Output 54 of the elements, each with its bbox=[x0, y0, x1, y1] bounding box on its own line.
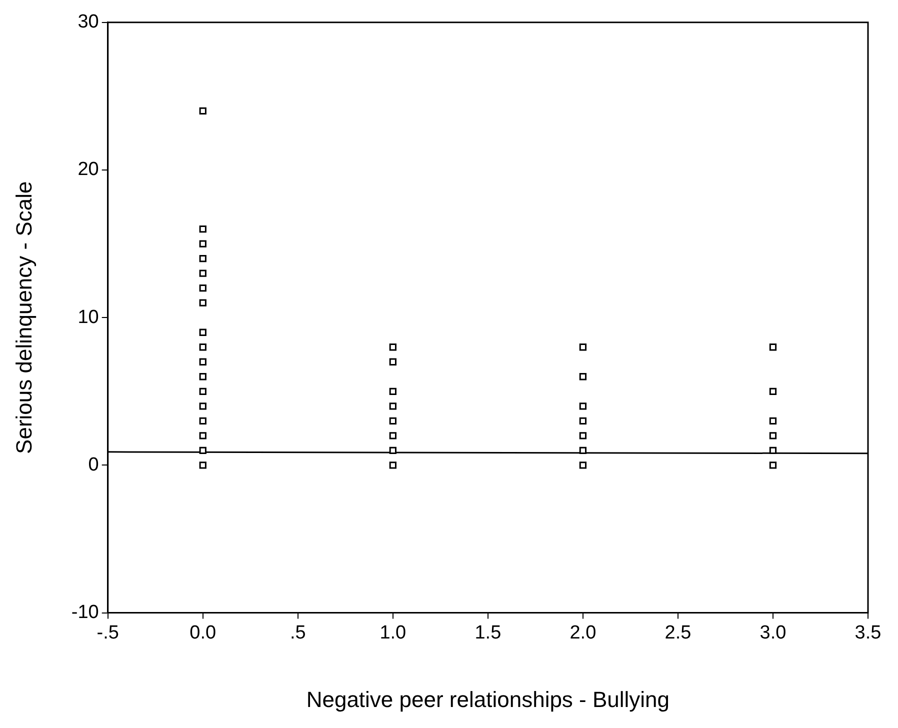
point bbox=[199, 358, 206, 366]
x-tick-label: 1.0 bbox=[380, 622, 406, 644]
point bbox=[199, 462, 206, 469]
point bbox=[769, 446, 777, 454]
point bbox=[579, 446, 587, 454]
point bbox=[389, 344, 396, 351]
point bbox=[389, 402, 396, 410]
point bbox=[199, 402, 206, 410]
point bbox=[199, 107, 206, 115]
point bbox=[199, 388, 206, 395]
point bbox=[199, 373, 206, 380]
point bbox=[769, 344, 777, 351]
point bbox=[199, 225, 206, 233]
point bbox=[199, 284, 206, 292]
point bbox=[579, 417, 587, 424]
point bbox=[769, 417, 777, 424]
y-tick-label: 10 bbox=[78, 306, 99, 328]
x-tick-label: .5 bbox=[290, 622, 306, 644]
point bbox=[579, 402, 587, 410]
point bbox=[199, 417, 206, 424]
point bbox=[769, 388, 777, 395]
point bbox=[579, 432, 587, 440]
point bbox=[389, 446, 396, 454]
point bbox=[199, 446, 206, 454]
x-axis-title: Negative peer relationships - Bullying bbox=[306, 686, 670, 712]
point bbox=[199, 344, 206, 351]
x-tick-label: 1.5 bbox=[474, 622, 502, 644]
point bbox=[199, 254, 206, 262]
point bbox=[769, 462, 777, 469]
point bbox=[199, 432, 206, 440]
point bbox=[389, 358, 396, 366]
x-tick-label: 3.0 bbox=[760, 622, 786, 644]
x-tick-label: 3.5 bbox=[854, 622, 882, 644]
point bbox=[389, 417, 396, 424]
point bbox=[199, 240, 206, 248]
y-tick-label: 20 bbox=[78, 159, 99, 180]
y-axis-title: Serious delinquency - Scale bbox=[11, 181, 36, 454]
point bbox=[769, 432, 777, 440]
point bbox=[389, 432, 396, 440]
point bbox=[389, 462, 396, 469]
y-tick-label: 0 bbox=[88, 454, 99, 476]
y-tick-label: 30 bbox=[78, 12, 99, 33]
x-tick-label: 2.5 bbox=[664, 622, 692, 644]
point bbox=[579, 344, 587, 351]
point bbox=[199, 270, 206, 277]
y-tick-label: -10 bbox=[71, 602, 99, 624]
point bbox=[579, 462, 587, 469]
point bbox=[199, 299, 206, 306]
x-tick-label: 0.0 bbox=[190, 622, 216, 644]
point bbox=[389, 388, 396, 395]
point bbox=[199, 328, 206, 336]
x-tick-label: 2.0 bbox=[570, 622, 596, 644]
point bbox=[579, 373, 587, 380]
x-tick-label: -.5 bbox=[96, 622, 119, 644]
